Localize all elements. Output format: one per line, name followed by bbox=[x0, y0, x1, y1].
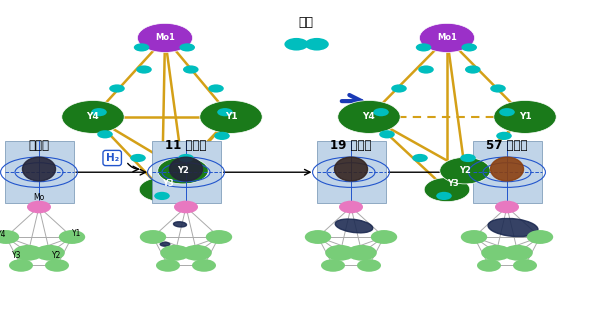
Circle shape bbox=[130, 154, 146, 162]
Ellipse shape bbox=[173, 222, 187, 227]
Text: Y2: Y2 bbox=[459, 166, 471, 175]
Circle shape bbox=[154, 192, 170, 200]
Circle shape bbox=[217, 108, 233, 116]
FancyBboxPatch shape bbox=[473, 142, 542, 203]
FancyBboxPatch shape bbox=[317, 142, 386, 203]
Circle shape bbox=[179, 43, 195, 52]
Circle shape bbox=[35, 245, 65, 261]
Circle shape bbox=[97, 130, 113, 138]
Circle shape bbox=[156, 259, 180, 272]
Circle shape bbox=[27, 201, 51, 213]
Circle shape bbox=[339, 201, 363, 213]
Circle shape bbox=[13, 245, 43, 261]
Circle shape bbox=[45, 259, 69, 272]
Circle shape bbox=[140, 230, 166, 244]
Circle shape bbox=[0, 230, 19, 244]
Text: Y4: Y4 bbox=[0, 230, 7, 239]
Text: Y4: Y4 bbox=[86, 112, 100, 121]
Circle shape bbox=[461, 230, 487, 244]
Circle shape bbox=[513, 259, 537, 272]
Circle shape bbox=[494, 100, 556, 133]
Circle shape bbox=[182, 245, 212, 261]
Circle shape bbox=[460, 154, 476, 162]
Circle shape bbox=[527, 230, 553, 244]
Circle shape bbox=[357, 259, 381, 272]
Circle shape bbox=[139, 178, 185, 202]
Circle shape bbox=[91, 108, 107, 116]
Text: Y1: Y1 bbox=[71, 229, 81, 238]
Ellipse shape bbox=[335, 219, 373, 233]
Circle shape bbox=[338, 100, 400, 133]
Circle shape bbox=[160, 245, 190, 261]
Circle shape bbox=[477, 259, 501, 272]
Circle shape bbox=[325, 245, 355, 261]
Circle shape bbox=[419, 23, 475, 52]
Circle shape bbox=[424, 178, 470, 202]
Circle shape bbox=[436, 192, 452, 200]
Circle shape bbox=[503, 245, 533, 261]
Text: Y2: Y2 bbox=[52, 251, 62, 259]
Circle shape bbox=[9, 259, 33, 272]
Ellipse shape bbox=[488, 218, 538, 237]
FancyBboxPatch shape bbox=[151, 142, 221, 203]
Circle shape bbox=[371, 230, 397, 244]
Text: Mo: Mo bbox=[34, 193, 44, 202]
Circle shape bbox=[206, 230, 232, 244]
Circle shape bbox=[59, 230, 85, 244]
Text: Y2: Y2 bbox=[177, 166, 189, 175]
Circle shape bbox=[284, 38, 308, 51]
Circle shape bbox=[158, 157, 208, 184]
Circle shape bbox=[305, 38, 329, 51]
Text: Y3: Y3 bbox=[12, 252, 22, 260]
Circle shape bbox=[461, 43, 477, 52]
Text: H₂: H₂ bbox=[106, 153, 119, 163]
Circle shape bbox=[416, 43, 431, 52]
Circle shape bbox=[379, 130, 395, 138]
Ellipse shape bbox=[491, 157, 523, 181]
Circle shape bbox=[178, 154, 194, 162]
Text: Y4: Y4 bbox=[362, 112, 376, 121]
Circle shape bbox=[496, 132, 512, 140]
Circle shape bbox=[440, 157, 490, 184]
Circle shape bbox=[418, 65, 434, 74]
Circle shape bbox=[208, 84, 224, 93]
Circle shape bbox=[499, 108, 515, 116]
Ellipse shape bbox=[170, 157, 203, 181]
Circle shape bbox=[214, 132, 230, 140]
Circle shape bbox=[391, 84, 407, 93]
Circle shape bbox=[174, 201, 198, 213]
Text: Y3: Y3 bbox=[447, 179, 459, 188]
Circle shape bbox=[136, 65, 152, 74]
Text: Y1: Y1 bbox=[224, 112, 238, 121]
Text: Y1: Y1 bbox=[518, 112, 532, 121]
Text: Mo1: Mo1 bbox=[155, 33, 175, 42]
Circle shape bbox=[62, 100, 124, 133]
Text: Mo1: Mo1 bbox=[437, 33, 457, 42]
Circle shape bbox=[481, 245, 511, 261]
Circle shape bbox=[495, 201, 519, 213]
Circle shape bbox=[347, 245, 377, 261]
Text: 反応前: 反応前 bbox=[29, 139, 49, 152]
Ellipse shape bbox=[335, 157, 367, 181]
Text: 57 時間後: 57 時間後 bbox=[486, 139, 528, 152]
Circle shape bbox=[373, 108, 389, 116]
Circle shape bbox=[192, 259, 216, 272]
Circle shape bbox=[321, 259, 345, 272]
FancyBboxPatch shape bbox=[5, 142, 74, 203]
Ellipse shape bbox=[23, 157, 56, 181]
Circle shape bbox=[490, 84, 506, 93]
Circle shape bbox=[134, 43, 149, 52]
Circle shape bbox=[412, 154, 428, 162]
Circle shape bbox=[200, 100, 262, 133]
Circle shape bbox=[183, 65, 199, 74]
Ellipse shape bbox=[160, 242, 170, 246]
Circle shape bbox=[465, 65, 481, 74]
Text: 水素: 水素 bbox=[299, 15, 314, 29]
Text: Y3: Y3 bbox=[162, 179, 174, 188]
Text: 11 時間後: 11 時間後 bbox=[166, 139, 206, 152]
Circle shape bbox=[305, 230, 331, 244]
Circle shape bbox=[137, 23, 193, 52]
Circle shape bbox=[109, 84, 125, 93]
Text: 19 時間後: 19 時間後 bbox=[330, 139, 372, 152]
